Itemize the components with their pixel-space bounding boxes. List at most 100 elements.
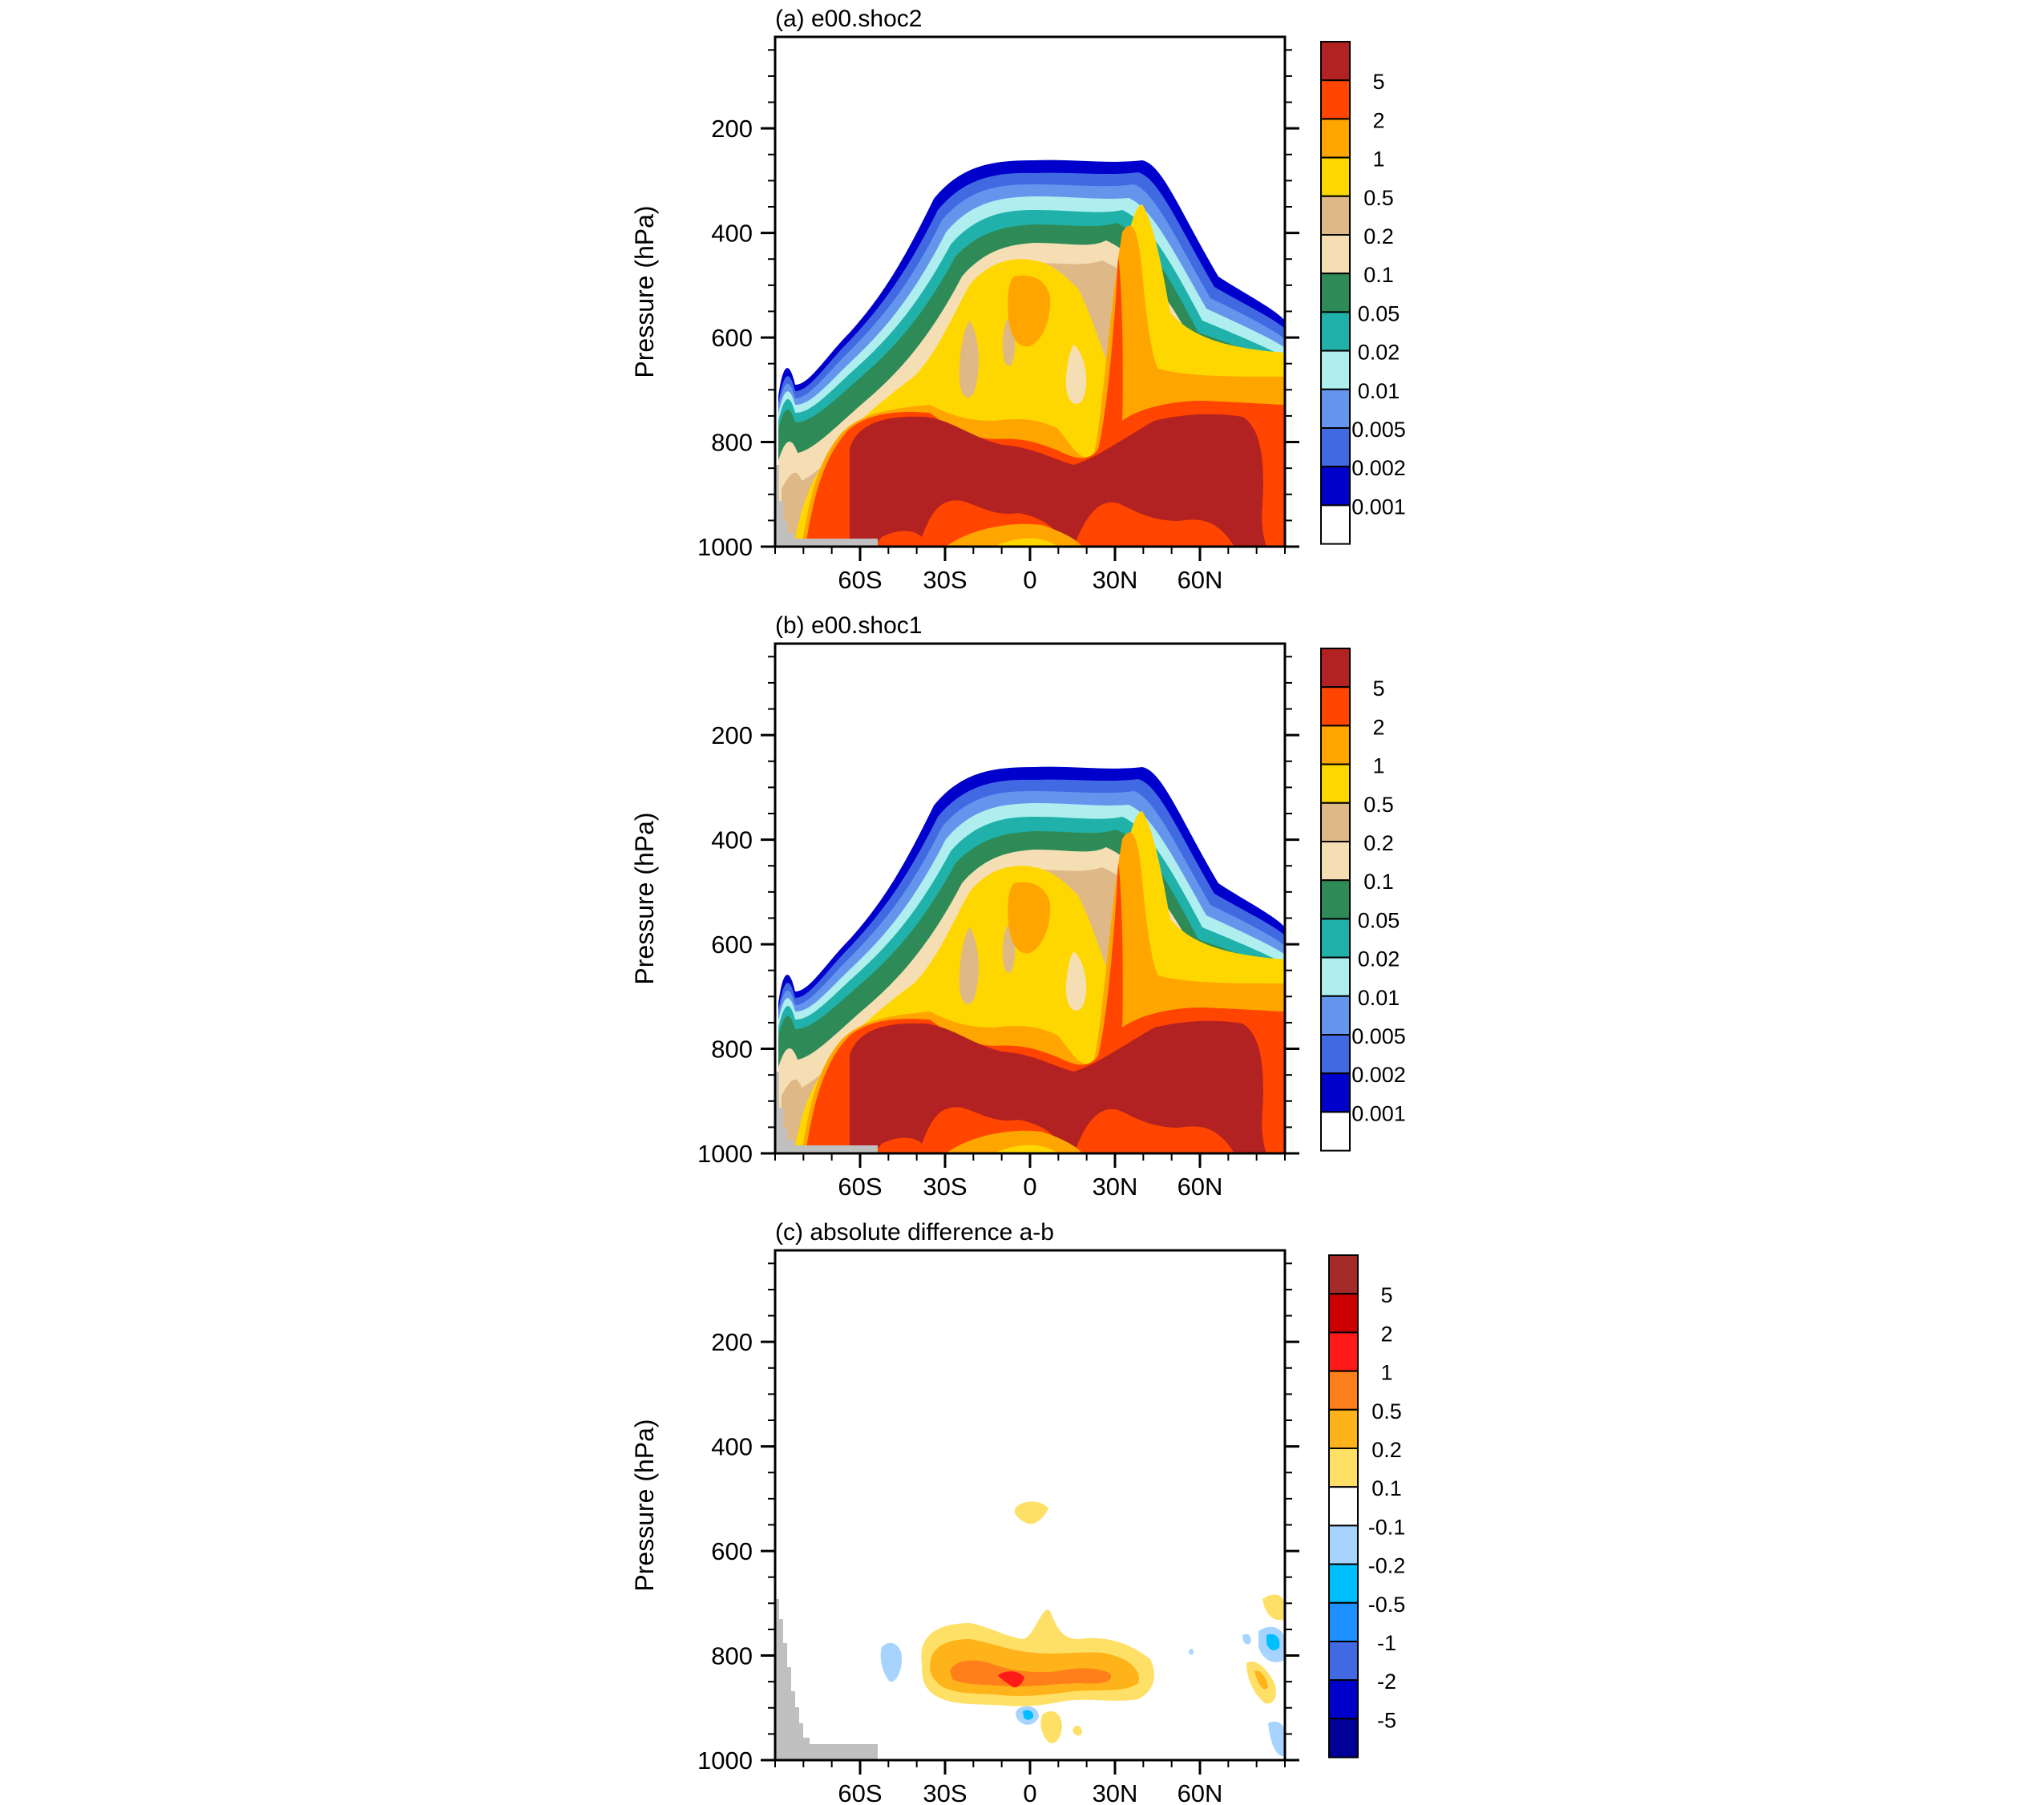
panel-c-colorbar-label: 0.5	[1371, 1399, 1402, 1423]
panel-a-colorbar-label: 0.1	[1363, 263, 1394, 287]
panel-b-colorbar-box	[1320, 686, 1351, 727]
panel-b-level-0.5-bottom	[994, 1145, 1058, 1153]
panel-a: (a) e00.shoc2 Pressure (hPa) 200 400 600 80…	[630, 6, 1406, 594]
panel-c-colorbar-label: 5	[1380, 1283, 1392, 1307]
panel-a-xtick-label: 30N	[1093, 566, 1138, 594]
panel-c-colorbar-label: 0.1	[1371, 1476, 1402, 1500]
panel-b-colorbar-box	[1320, 725, 1351, 765]
panel-c-colorbar-label: -0.1	[1368, 1515, 1406, 1539]
panel-c-xtick-label: 30S	[923, 1779, 967, 1805]
panel-c-main-0.5	[950, 1660, 1111, 1687]
panel-c-right-pos-2-inner	[1254, 1670, 1268, 1690]
panel-a-level-1-inner	[1008, 275, 1051, 347]
panel-a-field	[775, 160, 1285, 547]
panel-b-colorbar-box	[1320, 1034, 1351, 1075]
panel-a-title: (a) e00.shoc2	[775, 6, 922, 32]
panel-b-colorbar-box	[1320, 1072, 1351, 1113]
panel-c-colorbar-label: 1	[1380, 1361, 1392, 1385]
panel-b-level-0.1-inner-1	[1065, 951, 1087, 1011]
panel-c-xtick-label: 60N	[1178, 1779, 1223, 1805]
panel-a-colorbar-label: 0.5	[1363, 186, 1394, 210]
panel-a-colorbar-box	[1320, 118, 1351, 159]
panel-b-colorbar-label: 0.02	[1358, 947, 1400, 971]
panel-c-pos-bottom	[1040, 1711, 1062, 1743]
panel-b-colorbar-label: 0.05	[1358, 908, 1400, 932]
panel-c: (c) absolute difference a-b Pressure (hP…	[630, 1219, 1405, 1805]
panel-a-ytick-label: 400	[711, 220, 753, 248]
panel-c-ylabel: Pressure (hPa)	[630, 1419, 659, 1591]
panel-c-right-pos-1	[1262, 1594, 1285, 1621]
panel-c-neg-center-inner	[1023, 1710, 1034, 1720]
panel-c-blob-top	[1014, 1501, 1048, 1524]
panel-b-ylabel: Pressure (hPa)	[630, 812, 659, 984]
panel-c-colorbar-label: -0.5	[1368, 1593, 1406, 1617]
panel-b-colorbar-label: 0.1	[1363, 870, 1394, 894]
panel-c-colorbar: 5 2 1 0.5 0.2 0.1 -0.1 -0.2 -0.5 -1 -2 -5	[1328, 1254, 1406, 1759]
panel-a-colorbar-box	[1320, 388, 1351, 429]
panel-a-ytick-label: 200	[711, 115, 753, 143]
panel-c-right-neg-3	[1268, 1721, 1285, 1756]
panel-b-xtick-label: 30N	[1093, 1173, 1138, 1201]
panel-c-colorbar-label: -0.2	[1368, 1554, 1406, 1578]
panel-b-xtick-label: 0	[1023, 1173, 1036, 1201]
panel-a-colorbar-box	[1320, 504, 1351, 545]
panel-b-level-5	[850, 1020, 1266, 1153]
panel-b-ytick-label: 400	[711, 826, 753, 854]
panel-c-xtick-label: 60S	[838, 1779, 882, 1805]
panel-a-colorbar-box	[1320, 156, 1351, 197]
panel-c-colorbar-box	[1328, 1331, 1359, 1372]
panel-b-title: (b) e00.shoc1	[775, 612, 922, 639]
panel-a-colorbar-box	[1320, 234, 1351, 275]
panel-b-colorbar-box	[1320, 648, 1351, 688]
panel-c-pos-bottom-2	[1072, 1726, 1082, 1736]
panel-b-colorbar-box	[1320, 841, 1351, 882]
panel-c-colorbar-box	[1328, 1254, 1359, 1295]
panel-a-colorbar: 5 2 1 0.5 0.2 0.1 0.05 0.02 0.01 0.005 0.002 0.001	[1320, 41, 1406, 545]
panel-b-ytick-label: 800	[711, 1036, 753, 1064]
panel-c-colorbar-label: 2	[1380, 1322, 1392, 1346]
panel-a-level-5	[850, 414, 1266, 547]
panel-b-colorbar-label: 0.5	[1363, 793, 1394, 817]
panel-a-colorbar-box	[1320, 273, 1351, 313]
panel-a-colorbar-label: 1	[1372, 147, 1384, 172]
panel-a-colorbar-label: 0.001	[1351, 495, 1406, 519]
panel-c-xtick-label: 0	[1023, 1779, 1036, 1805]
panel-b-ytick-label: 1000	[697, 1140, 753, 1168]
panel-a-terrain	[775, 465, 878, 547]
panel-b-colorbar-label: 1	[1372, 754, 1384, 778]
panel-b: (b) e00.shoc1 Pressure (hPa)	[630, 612, 1406, 1201]
panel-c-right-neg-2	[1242, 1633, 1251, 1645]
panel-a-colorbar-box	[1320, 79, 1351, 120]
panel-c-ytick-label: 1000	[697, 1746, 753, 1775]
panel-b-colorbar-label: 5	[1372, 676, 1384, 701]
panel-a-colorbar-label: 0.02	[1358, 341, 1400, 365]
panel-c-colorbar-box	[1328, 1524, 1359, 1565]
panel-b-colorbar: 5 2 1 0.5 0.2 0.1 0.05 0.02 0.01 0.005 0.002 0.001	[1320, 648, 1406, 1152]
panel-a-colorbar-box	[1320, 349, 1351, 390]
panel-a-xtick-label: 60S	[838, 566, 882, 594]
panel-c-colorbar-label: -1	[1377, 1631, 1396, 1655]
panel-b-colorbar-label: 0.005	[1351, 1024, 1406, 1048]
panel-a-level-0.1-inner-1	[1065, 345, 1087, 404]
panel-a-colorbar-label: 0.05	[1358, 301, 1400, 325]
panel-b-colorbar-label: 2	[1372, 715, 1384, 739]
panel-c-ytick-label: 400	[711, 1433, 753, 1461]
panel-b-colorbar-box	[1320, 879, 1351, 920]
panel-b-colorbar-label: 0.002	[1351, 1063, 1406, 1087]
panel-c-colorbar-label: 0.2	[1371, 1438, 1402, 1462]
panel-c-colorbar-label: -5	[1377, 1708, 1396, 1732]
panel-b-level-1-inner	[1008, 882, 1051, 954]
panel-c-title: (c) absolute difference a-b	[775, 1219, 1054, 1246]
panel-b-colorbar-box	[1320, 802, 1351, 842]
panel-c-colorbar-box	[1328, 1679, 1359, 1720]
panel-c-xtick-label: 30N	[1093, 1779, 1138, 1805]
panel-b-colorbar-box	[1320, 763, 1351, 804]
panel-b-terrain	[775, 1072, 878, 1153]
panel-c-field	[775, 1501, 1285, 1760]
panel-a-level-0.2-inner-1	[959, 321, 980, 398]
panel-a-xtick-label: 60N	[1178, 566, 1223, 594]
panel-a-xtick-label: 0	[1023, 566, 1036, 594]
panel-a-colorbar-box	[1320, 311, 1351, 352]
panel-b-field	[775, 766, 1285, 1153]
panel-a-colorbar-label: 0.005	[1351, 418, 1406, 442]
